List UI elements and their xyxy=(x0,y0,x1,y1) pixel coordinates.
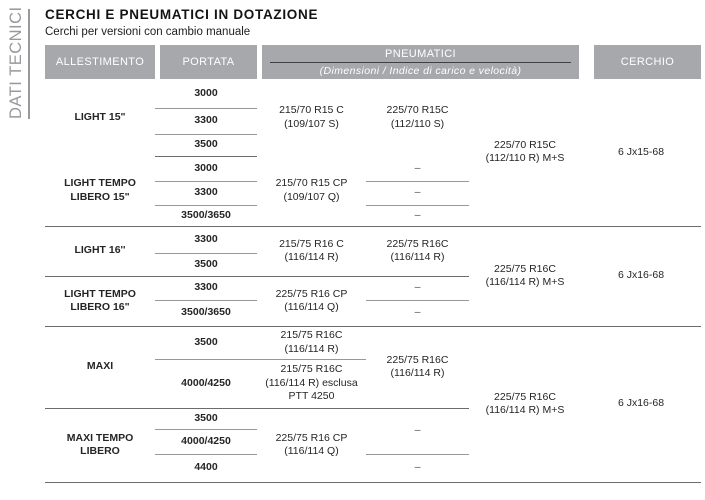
portata-cell: 3500 xyxy=(155,134,257,157)
column-header-portata: PORTATA xyxy=(160,45,257,80)
dash-cell: – xyxy=(366,454,469,483)
table-row: 4400 – xyxy=(45,454,701,483)
allestimento-cell: LIGHT 16'' xyxy=(45,226,155,277)
page-title: CERCHI E PNEUMATICI IN DOTAZIONE xyxy=(45,7,319,22)
table-row: 3300 – xyxy=(45,181,701,206)
table-row: 3500 xyxy=(45,134,701,157)
column-header-pneumatici: PNEUMATICI (Dimensioni / Indice di caric… xyxy=(262,45,579,80)
table-row: 4000/4250 215/75 R16C (116/114 R) esclus… xyxy=(45,359,701,409)
tire-cell: 225/70 R15C (112/110 S) xyxy=(386,104,449,130)
sidebar-vertical-label: DATI TECNICI xyxy=(7,6,30,119)
pneumatici-header-label: PNEUMATICI xyxy=(384,48,457,61)
tire-cell: 225/75 R16C (116/114 R) xyxy=(366,326,469,409)
pneumatici-header-sublabel: (Dimensioni / Indice di carico e velocit… xyxy=(319,65,522,78)
table-row: MAXI TEMPO LIBERO 3500 225/75 R16 CP (11… xyxy=(45,408,701,483)
tire-cell: 215/75 R16C (116/114 R) esclusa PTT 4250 xyxy=(257,359,366,409)
dash-cell: – xyxy=(366,276,469,301)
tire-cell: 215/70 R15 C (109/107 S) xyxy=(279,104,344,130)
portata-cell: 3300 xyxy=(155,108,257,135)
page-content: CERCHI E PNEUMATICI IN DOTAZIONE Cerchi … xyxy=(45,7,701,483)
portata-cell: 3500 xyxy=(155,253,257,277)
allestimento-cell: MAXI TEMPO LIBERO xyxy=(45,408,155,483)
tire-cell: 215/70 R15 CP (109/107 Q) xyxy=(257,156,366,227)
tires-table: LIGHT 15" 3000 215/70 R15 C (109/107 S) … xyxy=(45,79,701,483)
portata-cell: 3500 xyxy=(155,408,257,430)
allestimento-cell: LIGHT 15" xyxy=(74,110,126,123)
tire-cell: 225/75 R16C (116/114 R) xyxy=(366,226,469,277)
table-row: MAXI 3500 215/75 R16C (116/114 R) 225/75… xyxy=(45,326,701,483)
pneumatici-header-divider xyxy=(270,62,571,64)
ms-tire-cell: 225/75 R16C (116/114 R) M+S xyxy=(469,226,581,327)
portata-cell: 3000 xyxy=(155,79,257,109)
table-row: 3500 xyxy=(45,253,701,277)
cerchio-cell: 6 Jx16-68 xyxy=(581,226,701,327)
table-row: 3500/3650 – xyxy=(45,205,701,227)
dash-cell: – xyxy=(366,205,469,227)
table-header-row: ALLESTIMENTO PORTATA PNEUMATICI (Dimensi… xyxy=(45,45,701,80)
portata-cell: 4000/4250 xyxy=(155,359,257,409)
table-row: LIGHT TEMPO LIBERO 15" 3000 215/70 R15 C… xyxy=(45,156,701,227)
portata-cell: 3500/3650 xyxy=(155,300,257,327)
ms-tire-cell: 225/70 R15C (112/110 R) M+S xyxy=(469,79,581,227)
portata-cell: 3300 xyxy=(155,226,257,254)
tire-cell: 225/75 R16 CP (116/114 Q) xyxy=(257,408,366,483)
table-row: 4000/4250 xyxy=(45,429,701,455)
allestimento-cell: LIGHT TEMPO LIBERO 15" xyxy=(45,156,155,227)
allestimento-cell: LIGHT TEMPO LIBERO 16" xyxy=(45,276,155,327)
table-row: LIGHT TEMPO LIBERO 16" 3300 225/75 R16 C… xyxy=(45,276,701,327)
cerchio-cell: 6 Jx15-68 xyxy=(581,79,701,227)
portata-cell: 4000/4250 xyxy=(155,429,257,455)
tire-cell: 225/75 R16 CP (116/114 Q) xyxy=(257,276,366,327)
page-subtitle: Cerchi per versioni con cambio manuale xyxy=(45,25,251,38)
cerchio-cell: 6 Jx16-68 xyxy=(581,326,701,483)
portata-cell: 3500 xyxy=(155,326,257,360)
tire-cell: 215/75 R16C (116/114 R) xyxy=(257,326,366,360)
table-row: LIGHT 15" 3000 215/70 R15 C (109/107 S) … xyxy=(45,79,701,227)
portata-cell: 3300 xyxy=(155,276,257,301)
table-row: 3500/3650 – xyxy=(45,300,701,327)
portata-cell: 4400 xyxy=(155,454,257,483)
dash-cell: – xyxy=(366,300,469,327)
ms-tire-cell: 225/75 R16C (116/114 R) M+S xyxy=(469,326,581,483)
column-header-allestimento: ALLESTIMENTO xyxy=(45,45,155,80)
dash-cell: – xyxy=(366,181,469,206)
table-row: LIGHT 16'' 3300 215/75 R16 C (116/114 R)… xyxy=(45,226,701,327)
portata-cell: 3300 xyxy=(155,181,257,206)
tire-cell: 215/75 R16 C (116/114 R) xyxy=(257,226,366,277)
portata-cell: 3500/3650 xyxy=(155,205,257,227)
allestimento-cell: MAXI xyxy=(45,326,155,409)
dash-cell: – xyxy=(366,408,469,455)
portata-cell: 3000 xyxy=(155,156,257,182)
dash-cell: – xyxy=(366,156,469,182)
table-row: 3300 xyxy=(45,108,701,135)
column-header-cerchio: CERCHIO xyxy=(594,45,701,80)
